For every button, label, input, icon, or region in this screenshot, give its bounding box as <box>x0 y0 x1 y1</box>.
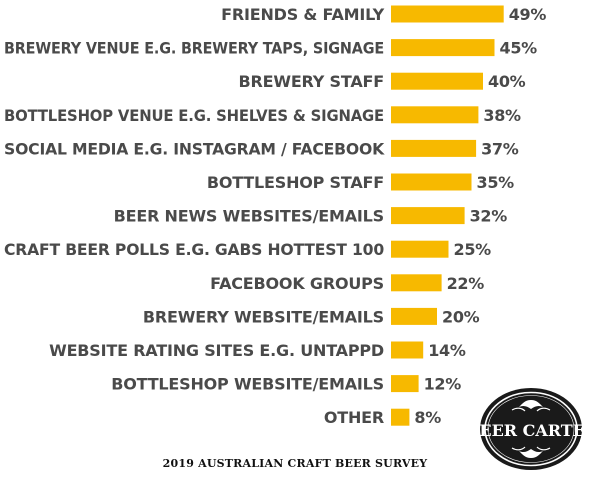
value-label: 8% <box>414 408 441 427</box>
category-label: BREWERY WEBSITE/EMAILS <box>143 307 384 326</box>
category-label: BEER NEWS WEBSITES/EMAILS <box>114 207 384 226</box>
value-label: 37% <box>481 139 519 158</box>
bar <box>391 207 465 225</box>
category-label: BOTTLESHOP VENUE E.G. SHELVES & SIGNAGE <box>4 106 384 125</box>
bar <box>391 72 483 90</box>
value-label: 35% <box>477 173 515 192</box>
value-label: 25% <box>454 240 492 259</box>
value-label: 22% <box>447 274 485 293</box>
category-label: CRAFT BEER POLLS E.G. GABS HOTTEST 100 <box>4 240 384 259</box>
category-label: BOTTLESHOP WEBSITE/EMAILS <box>111 375 384 394</box>
value-label: 38% <box>483 106 521 125</box>
svg-text:BEER CARTEL: BEER CARTEL <box>478 421 584 440</box>
bar <box>391 39 495 57</box>
category-label: SOCIAL MEDIA E.G. INSTAGRAM / FACEBOOK <box>4 139 385 158</box>
value-label: 32% <box>470 207 508 226</box>
value-label: 20% <box>442 307 480 326</box>
bar <box>391 5 504 23</box>
category-label: WEBSITE RATING SITES E.G. UNTAPPD <box>49 341 384 360</box>
value-label: 40% <box>488 72 526 91</box>
value-label: 49% <box>509 5 547 24</box>
bar <box>391 106 479 124</box>
bars-group: FRIENDS & FAMILY 49% BREWERY VENUE E.G. BR… <box>4 5 547 427</box>
bar <box>391 240 449 258</box>
survey-title: 2019 AUSTRALIAN CRAFT BEER SURVEY <box>162 457 428 470</box>
beer-cartel-logo: BEER CARTEL <box>466 386 596 472</box>
bar <box>391 274 442 292</box>
bar <box>391 307 437 325</box>
bar <box>391 408 410 426</box>
category-label: BOTTLESHOP STAFF <box>207 173 384 192</box>
category-label: FACEBOOK GROUPS <box>210 274 384 293</box>
value-label: 45% <box>500 39 538 58</box>
category-label: FRIENDS & FAMILY <box>221 5 384 24</box>
category-label: BREWERY STAFF <box>239 72 384 91</box>
value-label: 14% <box>428 341 466 360</box>
bar <box>391 173 472 191</box>
category-label: BREWERY VENUE E.G. BREWERY TAPS, SIGNAGE <box>4 39 384 58</box>
bar <box>391 341 424 359</box>
category-label: OTHER <box>324 408 384 427</box>
value-label: 12% <box>424 375 462 394</box>
bar <box>391 375 419 393</box>
bar <box>391 139 477 157</box>
